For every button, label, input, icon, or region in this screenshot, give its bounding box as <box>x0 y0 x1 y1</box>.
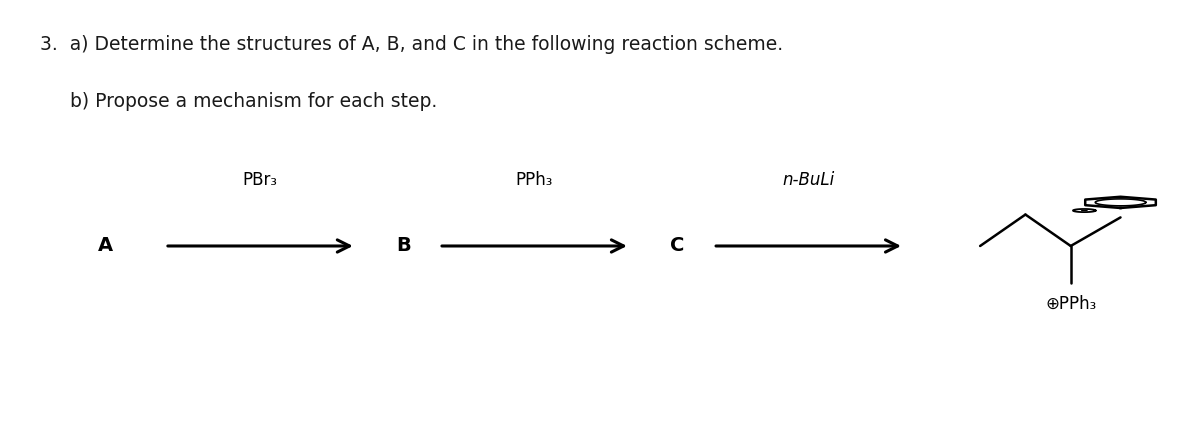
Text: B: B <box>396 237 410 255</box>
Text: b) Propose a mechanism for each step.: b) Propose a mechanism for each step. <box>40 92 437 111</box>
Text: ⊕PPh₃: ⊕PPh₃ <box>1045 295 1097 313</box>
Text: C: C <box>671 237 685 255</box>
Text: 3.  a) Determine the structures of A, B, and C in the following reaction scheme.: 3. a) Determine the structures of A, B, … <box>40 35 784 54</box>
Text: PPh₃: PPh₃ <box>516 171 553 189</box>
Text: PBr₃: PBr₃ <box>242 171 278 189</box>
Text: −: − <box>1080 206 1088 215</box>
Text: A: A <box>98 237 113 255</box>
Text: n-BuLi: n-BuLi <box>782 171 835 189</box>
